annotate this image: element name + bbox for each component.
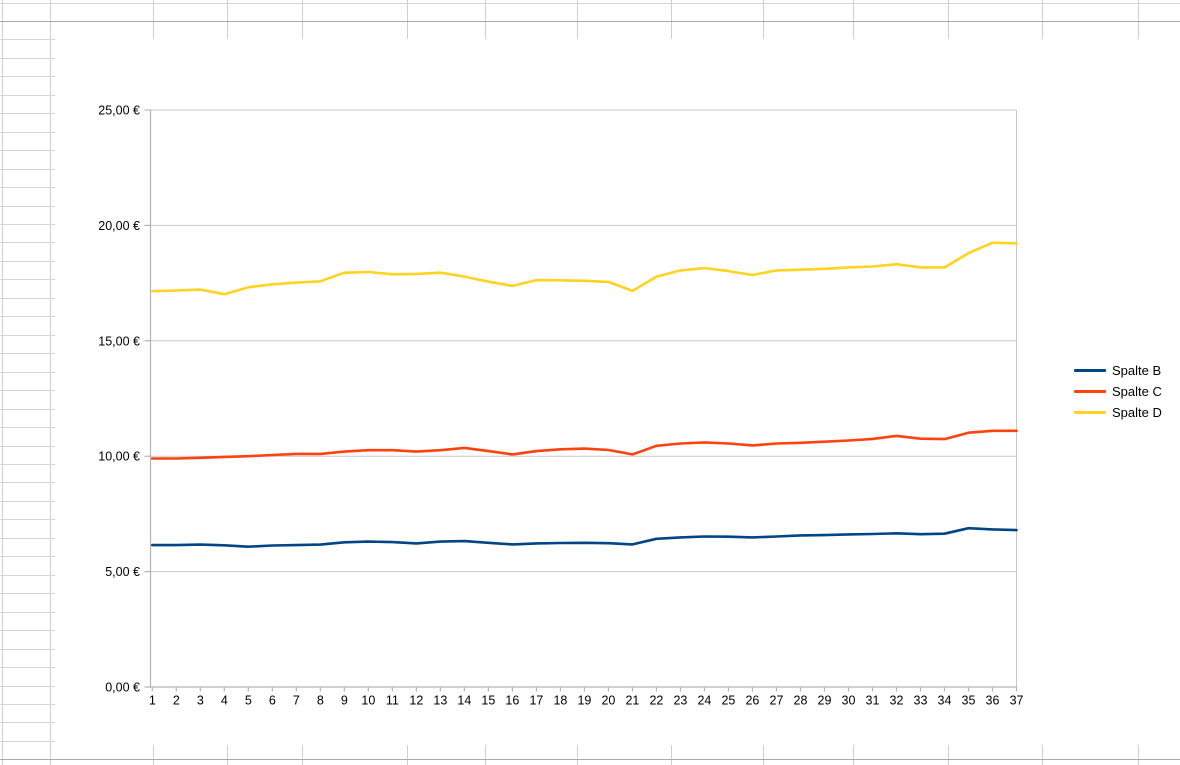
y-axis-tick-label: 5,00 € bbox=[105, 565, 140, 579]
x-axis-tick-label: 2 bbox=[173, 694, 180, 708]
x-axis-tick-label: 11 bbox=[386, 694, 399, 708]
x-axis-tick-label: 29 bbox=[818, 694, 832, 708]
x-axis-tick-label: 32 bbox=[890, 694, 904, 708]
x-axis-tick-label: 26 bbox=[745, 694, 759, 708]
x-axis-tick-label: 18 bbox=[553, 694, 567, 708]
legend-item-spalte-b[interactable]: Spalte B bbox=[1074, 360, 1162, 381]
legend-label-spalte-d: Spalte D bbox=[1112, 405, 1162, 420]
legend-label-spalte-b: Spalte B bbox=[1112, 363, 1162, 378]
x-axis-tick-label: 12 bbox=[409, 694, 423, 708]
x-axis-tick-label: 14 bbox=[457, 694, 471, 708]
y-axis-tick-label: 25,00 € bbox=[98, 104, 140, 118]
grid-row-line bbox=[0, 2, 1180, 4]
legend-item-spalte-d[interactable]: Spalte D bbox=[1074, 402, 1162, 423]
grid-column-line bbox=[50, 0, 51, 765]
x-axis-tick-label: 31 bbox=[866, 694, 880, 708]
legend-item-spalte-c[interactable]: Spalte C bbox=[1074, 381, 1162, 402]
legend-line-sample-spalte-b bbox=[1074, 369, 1106, 372]
x-axis-tick-label: 15 bbox=[481, 694, 495, 708]
x-axis-tick-label: 4 bbox=[221, 694, 228, 708]
x-axis-tick-label: 17 bbox=[529, 694, 543, 708]
x-axis-tick-label: 3 bbox=[197, 694, 204, 708]
y-axis-tick-label: 15,00 € bbox=[98, 334, 140, 348]
embedded-chart[interactable]: 25,00 € 20,00 € 15,00 € 10,00 € 5,00 € 0,00 €… bbox=[55, 39, 1180, 745]
legend-label-spalte-c: Spalte C bbox=[1112, 384, 1162, 399]
series-line-spalte-d[interactable] bbox=[151, 241, 1018, 296]
x-axis-tick-label: 9 bbox=[341, 694, 348, 708]
x-axis-tick-label: 19 bbox=[577, 694, 591, 708]
y-axis-tick-label: 20,00 € bbox=[98, 219, 140, 233]
x-axis-tick-label: 1 bbox=[149, 694, 156, 708]
x-axis-tick-label: 35 bbox=[962, 694, 976, 708]
x-axis-tick-label: 27 bbox=[770, 694, 784, 708]
x-axis-tick-label: 23 bbox=[673, 694, 687, 708]
x-axis-tick-label: 37 bbox=[1010, 694, 1024, 708]
x-axis-tick-label: 16 bbox=[505, 694, 519, 708]
grid-row-line bbox=[0, 759, 1180, 761]
x-axis-tick-label: 36 bbox=[986, 694, 1000, 708]
series-line-spalte-c[interactable] bbox=[151, 429, 1018, 460]
x-axis-tick-label: 34 bbox=[938, 694, 952, 708]
legend-line-sample-spalte-d bbox=[1074, 411, 1106, 414]
y-axis-tick-label: 0,00 € bbox=[105, 681, 140, 695]
x-axis-tick-label: 20 bbox=[601, 694, 615, 708]
x-axis-tick-label: 6 bbox=[269, 694, 276, 708]
x-axis-tick-label: 8 bbox=[317, 694, 324, 708]
x-axis-tick-label: 30 bbox=[842, 694, 856, 708]
x-axis-tick-label: 10 bbox=[361, 694, 375, 708]
grid-column-line bbox=[2, 0, 3, 765]
x-axis-tick-label: 13 bbox=[433, 694, 447, 708]
x-axis-tick-label: 28 bbox=[794, 694, 808, 708]
line-chart-canvas[interactable]: 25,00 € 20,00 € 15,00 € 10,00 € 5,00 € 0,00 €… bbox=[55, 39, 1180, 745]
x-axis-tick-label: 22 bbox=[649, 694, 663, 708]
series-line-spalte-b[interactable] bbox=[151, 526, 1018, 549]
x-axis-tick-label: 24 bbox=[697, 694, 711, 708]
y-axis-tick-label: 10,00 € bbox=[98, 450, 140, 464]
x-axis-tick-label: 25 bbox=[721, 694, 735, 708]
x-axis-tick-label: 7 bbox=[293, 694, 300, 708]
x-axis-tick-label: 5 bbox=[245, 694, 252, 708]
grid-row-line bbox=[0, 20, 1180, 22]
legend-line-sample-spalte-c bbox=[1074, 390, 1106, 393]
x-axis-tick-label: 33 bbox=[914, 694, 928, 708]
x-axis-tick-label: 21 bbox=[625, 694, 639, 708]
chart-legend: Spalte B Spalte C Spalte D bbox=[1074, 360, 1162, 423]
